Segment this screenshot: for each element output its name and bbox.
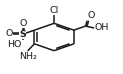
- Text: NH₂: NH₂: [19, 52, 37, 61]
- Text: S: S: [19, 30, 26, 39]
- Text: OH: OH: [95, 23, 109, 32]
- Text: O: O: [88, 11, 95, 20]
- Text: HO: HO: [7, 40, 22, 49]
- Text: O: O: [19, 19, 26, 28]
- Text: Cl: Cl: [49, 6, 59, 15]
- Text: O: O: [6, 29, 13, 38]
